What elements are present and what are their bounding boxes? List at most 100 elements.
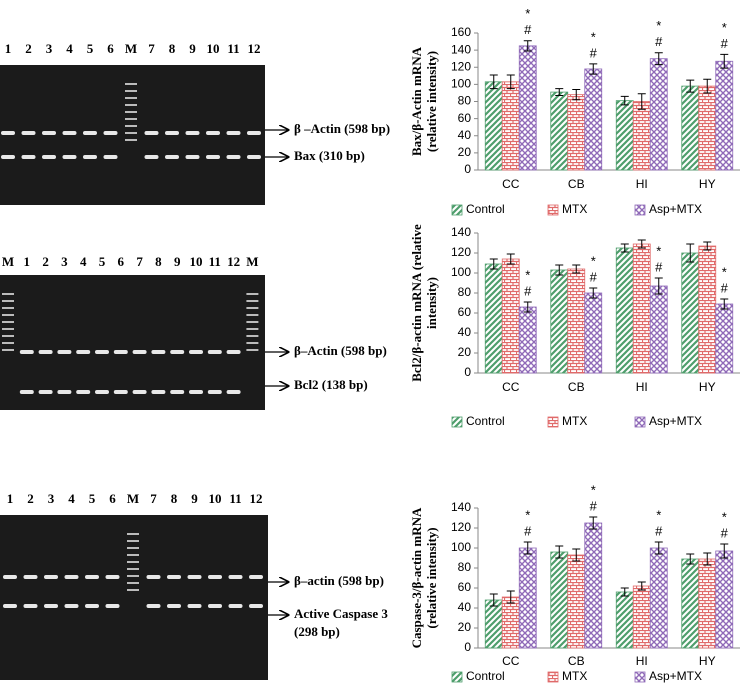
- significance-mark: #: [524, 283, 532, 298]
- y-tick-label: 120: [451, 520, 471, 534]
- gel-band: [83, 155, 97, 159]
- gel-band: [1, 155, 15, 159]
- bar: [698, 85, 717, 171]
- bar: [681, 85, 700, 171]
- ladder-band: [127, 547, 139, 549]
- y-tick-label: 20: [458, 620, 472, 634]
- gel-band: [64, 604, 79, 608]
- gel-band: [113, 390, 128, 394]
- lane-label: 10: [209, 491, 222, 506]
- gel-band: [95, 350, 109, 354]
- y-tick-label: 120: [451, 245, 471, 259]
- bar: [715, 60, 734, 171]
- error-bar: [523, 40, 532, 52]
- error-bar: [620, 95, 629, 106]
- ladder-band: [246, 314, 259, 316]
- bar: [681, 558, 700, 649]
- gel-band: [105, 604, 120, 608]
- error-bar: [589, 287, 598, 299]
- bar: [715, 550, 734, 649]
- lane-label: M: [246, 254, 258, 269]
- y-tick-label: 40: [458, 600, 472, 614]
- gel-band: [42, 131, 56, 135]
- gel-band: [185, 131, 200, 135]
- y-tick-label: 20: [458, 345, 472, 359]
- legend-swatch: [634, 204, 646, 216]
- ladder-band: [246, 293, 259, 295]
- lane-label: 1: [7, 491, 14, 506]
- band-label: Bax (310 bp): [294, 148, 365, 163]
- ladder-band: [127, 568, 139, 570]
- significance-mark: #: [524, 523, 532, 538]
- error-bar: [620, 587, 629, 597]
- legend-label: Asp+MTX: [649, 414, 702, 428]
- lane-label: 9: [191, 491, 198, 506]
- gel-band: [208, 604, 222, 608]
- gel-band: [44, 604, 58, 608]
- lane-label: 8: [169, 41, 176, 56]
- ladder-band: [2, 314, 14, 316]
- error-bar: [686, 553, 695, 565]
- gel-band: [247, 131, 261, 135]
- ladder-band: [127, 554, 139, 556]
- error-bar: [703, 78, 712, 94]
- significance-mark: *: [722, 509, 727, 524]
- bar: [518, 306, 537, 374]
- legend-label: Asp+MTX: [649, 669, 702, 683]
- legend-swatch: [547, 204, 559, 216]
- lane-label: 12: [248, 41, 261, 56]
- y-tick-label: 80: [458, 285, 472, 299]
- y-axis-label: (relative intensity): [424, 527, 439, 628]
- error-bar: [572, 264, 581, 274]
- y-axis-label: Bax/β-Actin mRNA: [409, 46, 424, 156]
- error-bar: [654, 541, 663, 555]
- legend-label: Control: [466, 414, 505, 428]
- gel-band: [206, 155, 220, 159]
- bar: [567, 268, 586, 374]
- gel-band: [226, 390, 241, 394]
- lane-label: 10: [190, 254, 203, 269]
- significance-mark: #: [590, 498, 598, 513]
- lane-label: 4: [68, 491, 75, 506]
- significance-mark: *: [525, 507, 530, 522]
- gel-band: [132, 390, 147, 394]
- ladder-band: [246, 342, 259, 344]
- y-axis-label: Caspase-3/β-actin mRNA: [409, 507, 424, 648]
- lane-label: 5: [99, 254, 106, 269]
- gel-band: [249, 575, 263, 579]
- error-bar: [555, 88, 564, 97]
- lane-label: 1: [5, 41, 12, 56]
- gel-band: [170, 390, 185, 394]
- error-bar: [589, 63, 598, 75]
- significance-mark: #: [590, 269, 598, 284]
- ladder-band: [127, 582, 139, 584]
- y-tick-label: 160: [451, 25, 471, 39]
- lane-label: 11: [227, 41, 239, 56]
- legend-label: MTX: [562, 414, 587, 428]
- gel-band: [189, 390, 203, 394]
- bar: [615, 100, 634, 171]
- ladder-band: [127, 533, 139, 535]
- bar: [584, 522, 603, 649]
- lane-label: 6: [109, 491, 116, 506]
- gel-band: [19, 390, 34, 394]
- ladder-band: [125, 118, 137, 120]
- error-bar: [686, 243, 695, 263]
- error-bar: [654, 277, 663, 295]
- significance-mark: *: [656, 243, 661, 258]
- bar: [632, 243, 651, 374]
- ladder-band: [125, 83, 137, 85]
- significance-mark: *: [722, 20, 727, 35]
- error-bar: [555, 264, 564, 276]
- gel-image: [0, 275, 265, 410]
- lane-label: 5: [87, 41, 94, 56]
- bar: [649, 58, 668, 171]
- gel-band: [62, 131, 77, 135]
- lane-label: 7: [148, 41, 155, 56]
- lane-label: M: [127, 491, 139, 506]
- legend-label: MTX: [562, 202, 587, 216]
- legend-label: Control: [466, 669, 505, 683]
- gel-band: [185, 155, 200, 159]
- gel-band: [228, 604, 243, 608]
- gel-band: [151, 390, 166, 394]
